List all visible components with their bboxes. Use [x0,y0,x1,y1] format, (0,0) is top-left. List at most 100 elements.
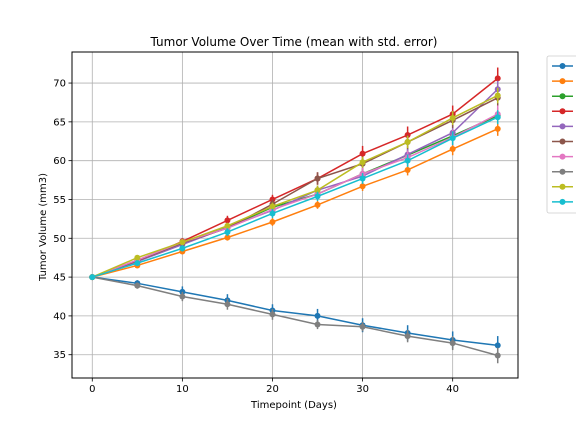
data-point [314,175,321,182]
data-point [404,166,411,173]
series-line [91,94,499,278]
y-tick-label: 60 [53,156,66,167]
legend-item-6 [552,138,573,145]
x-axis-label: Timepoint (Days) [250,400,337,411]
data-point [359,183,366,190]
data-point [494,114,501,121]
data-point [449,114,456,121]
x-tick-label: 30 [356,384,369,395]
legend-item-4 [552,108,573,115]
data-point [179,293,186,300]
series-8 [89,274,501,364]
y-tick-label: 40 [53,311,66,322]
series-line [92,77,499,278]
legend-item-7 [552,153,573,160]
data-point [134,260,141,267]
legend-swatch-marker [559,153,566,160]
x-tick-label: 0 [89,384,95,395]
series-line [92,276,498,357]
data-point [359,323,366,330]
data-point [494,342,501,349]
data-point [179,245,186,252]
series-7 [89,105,501,281]
data-point [134,282,141,289]
x-tick-label: 20 [266,384,279,395]
data-point [449,135,456,142]
data-point [269,203,276,210]
data-point [269,210,276,217]
legend-item-5 [552,123,573,130]
series-9 [89,87,501,281]
series-line [92,113,499,278]
series-line [92,88,499,278]
series-line [92,116,499,278]
legend-swatch-marker [559,168,566,175]
data-point [359,150,366,157]
y-tick-label: 50 [53,234,66,245]
series-line [92,97,499,278]
legend-swatch-marker [559,138,566,145]
legend-item-3 [552,93,573,100]
data-point [179,239,186,246]
legend [546,55,576,214]
y-tick-label: 35 [53,350,66,361]
data-point [314,312,321,319]
data-point [314,193,321,200]
x-tick-label: 10 [176,384,189,395]
series-5 [89,80,501,281]
legend-frame [546,55,576,214]
data-point [269,218,276,225]
data-point [224,301,231,308]
x-axis-ticks: 0 10 20 30 40 [89,378,459,395]
data-point [314,187,321,194]
legend-swatch-marker [559,123,566,130]
data-point [494,75,501,82]
data-point [89,274,96,281]
x-tick-label: 40 [446,384,459,395]
data-point [494,125,501,132]
data-point [314,321,321,328]
legend-swatch-marker [559,63,566,69]
y-axis-label: Tumor Volume (mm3) [38,173,49,282]
data-point [359,175,366,182]
data-point [494,352,501,359]
data-point [404,139,411,146]
y-axis-ticks: 35 40 45 50 55 60 65 70 [53,79,72,361]
legend-swatch-marker [559,198,566,205]
data-point [134,254,141,261]
data-point [224,217,231,224]
legend-swatch-marker [559,108,566,115]
plot-frame [71,51,519,379]
data-point [269,311,276,318]
y-tick-label: 65 [53,117,66,128]
legend-swatch-marker [559,78,566,85]
data-point [404,157,411,164]
legend-item-10 [552,198,573,205]
data-point [314,201,321,208]
data-point [224,234,231,241]
axes: 0 10 20 30 40 35 40 45 50 55 60 65 70 [53,51,519,395]
legend-item-9 [552,183,573,190]
y-tick-label: 55 [53,195,66,206]
y-tick-label: 45 [53,273,66,284]
series-layer [89,67,501,364]
data-point [224,229,231,236]
data-point [449,340,456,347]
y-tick-label: 70 [53,79,66,90]
chart-title: Tumor Volume Over Time (mean with std. e… [150,35,438,49]
legend-item-1 [552,63,573,69]
series-1 [89,274,501,355]
legend-swatch-marker [559,93,566,100]
legend-item-8 [552,168,573,175]
series-line [92,128,499,278]
data-point [359,159,366,166]
series-line [92,276,498,347]
data-point [449,146,456,153]
series-6 [89,90,501,281]
data-point [404,333,411,340]
grid-lines [72,52,518,378]
data-point [494,92,501,99]
legend-swatch-marker [559,183,566,190]
